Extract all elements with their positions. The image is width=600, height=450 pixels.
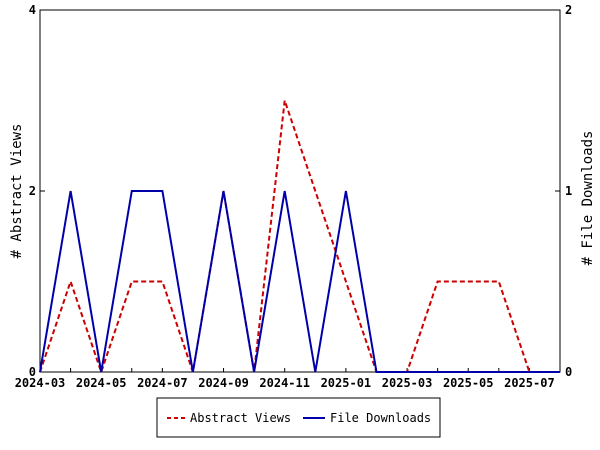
legend-label-abstract-views: Abstract Views bbox=[190, 411, 291, 425]
x-tick-label: 2024-11 bbox=[259, 376, 310, 390]
y-left-tick-label: 4 bbox=[29, 3, 36, 17]
y-right-tick-label: 1 bbox=[565, 184, 572, 198]
x-tick-label: 2025-05 bbox=[443, 376, 494, 390]
x-tick-label: 2024-09 bbox=[198, 376, 249, 390]
series-group bbox=[39, 100, 560, 376]
y-right-tick-label: 2 bbox=[565, 3, 572, 17]
y-right-tick-label: 0 bbox=[565, 365, 572, 379]
x-tick-label: 2024-07 bbox=[137, 376, 188, 390]
x-tick-label: 2024-03 bbox=[15, 376, 66, 390]
legend: Abstract Views File Downloads bbox=[156, 397, 441, 438]
x-tick-label: 2025-03 bbox=[382, 376, 433, 390]
x-tick-label: 2024-05 bbox=[76, 376, 127, 390]
y-left-tick-label: 0 bbox=[29, 365, 36, 379]
x-axis: 2024-03 2024-05 2024-07 2024-09 2024-11 2025-… bbox=[15, 368, 561, 390]
x-tick-label: 2025-01 bbox=[321, 376, 372, 390]
y-axis-left-title: # Abstract Views bbox=[9, 124, 25, 259]
legend-label-file-downloads: File Downloads bbox=[330, 411, 431, 425]
y-axis-right-title: # File Downloads bbox=[580, 131, 596, 266]
series-line-abstract-views bbox=[39, 100, 560, 376]
legend-box bbox=[156, 397, 441, 438]
plot-area bbox=[39, 9, 561, 373]
y-left-tick-label: 2 bbox=[29, 184, 36, 198]
series-line-file-downloads bbox=[39, 190, 560, 373]
x-tick-label: 2025-07 bbox=[504, 376, 555, 390]
